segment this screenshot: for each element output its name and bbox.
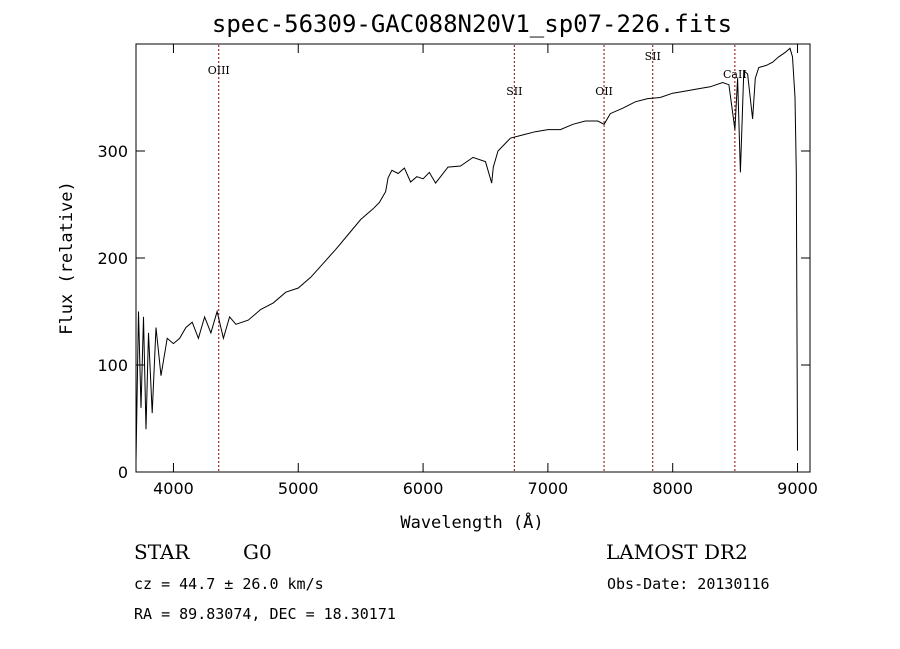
x-axis-label: Wavelength (Å) (400, 511, 543, 533)
observation-date: Obs-Date: 20130116 (607, 575, 770, 593)
object-type: STAR (134, 540, 190, 564)
axis-ticks: 4000 5000 6000 7000 8000 9000 0 100 200 300 (97, 44, 818, 498)
line-marker-label: OIII (208, 64, 230, 77)
line-marker-label: SII (645, 50, 661, 63)
line-marker-label: SII (506, 85, 522, 98)
survey-name: LAMOST DR2 (606, 540, 748, 564)
coordinates: RA = 89.83074, DEC = 18.30171 (134, 605, 396, 623)
y-tick-label: 300 (97, 142, 128, 161)
x-tick-label: 8000 (652, 479, 693, 498)
y-tick-label: 0 (118, 463, 128, 482)
object-subclass: G0 (243, 540, 272, 564)
plot-frame (135, 43, 811, 473)
x-tick-label: 7000 (528, 479, 569, 498)
x-tick-label: 4000 (153, 479, 194, 498)
x-tick-label: 9000 (777, 479, 818, 498)
line-marker-label: OII (595, 85, 613, 98)
spectrum-series-line (135, 47, 798, 462)
y-tick-label: 100 (97, 356, 128, 375)
y-axis-label: Flux (relative) (57, 181, 77, 335)
line-marker-label: CaII (723, 68, 747, 81)
chart-title: spec-56309-GAC088N20V1_sp07-226.fits (212, 10, 732, 38)
y-tick-label: 200 (97, 249, 128, 268)
x-tick-label: 6000 (403, 479, 444, 498)
redshift-cz: cz = 44.7 ± 26.0 km/s (134, 575, 324, 593)
spectral-line-markers: OIII SII OII SII CaII (208, 45, 747, 471)
x-tick-label: 5000 (278, 479, 319, 498)
